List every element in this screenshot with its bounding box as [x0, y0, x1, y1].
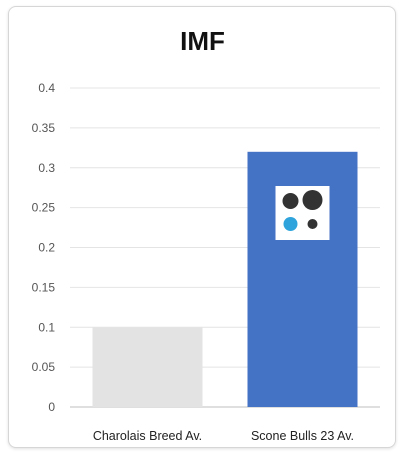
- y-tick-label: 0.3: [38, 161, 55, 175]
- logo-dot: [282, 193, 299, 209]
- bar-1: [92, 327, 203, 407]
- y-axis-ticks: 0 0.05 0.1 0.15 0.2 0.25 0.3 0.35 0.4: [32, 81, 56, 414]
- y-tick-label: 0.4: [38, 81, 55, 95]
- y-tick-label: 0.05: [32, 360, 56, 374]
- x-axis-categories: Charolais Breed Av. Scone Bulls 23 Av.: [93, 429, 354, 443]
- logo-dot: [283, 217, 298, 231]
- y-tick-label: 0: [48, 400, 55, 414]
- y-tick-label: 0.15: [32, 280, 56, 294]
- y-tick-label: 0.2: [38, 241, 55, 255]
- four-dots-logo-icon: [275, 186, 330, 240]
- x-category-label: Scone Bulls 23 Av.: [251, 429, 354, 443]
- y-tick-label: 0.35: [32, 121, 56, 135]
- logo-background: [275, 186, 330, 240]
- y-tick-label: 0.1: [38, 320, 55, 334]
- logo-dot: [302, 190, 323, 210]
- chart-title: IMF: [180, 26, 225, 56]
- x-category-label: Charolais Breed Av.: [93, 429, 202, 443]
- logo-dot: [307, 219, 318, 229]
- y-tick-label: 0.25: [32, 201, 56, 215]
